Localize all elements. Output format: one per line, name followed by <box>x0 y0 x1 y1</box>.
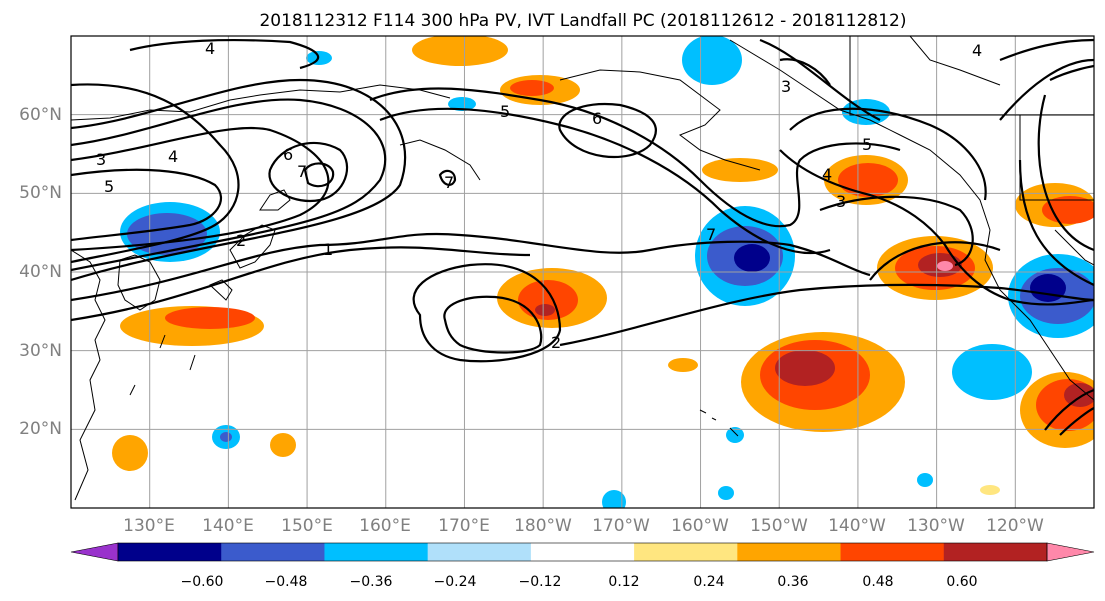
lon-tick-label: 170°E <box>438 516 490 536</box>
lon-axis: 130°E 140°E 150°E 160°E 170°E 180°W 170°… <box>123 516 1044 536</box>
contour-label: 5 <box>104 177 114 196</box>
colorbar-tick-label: 0.48 <box>862 574 893 590</box>
colorbar-segment <box>943 543 1048 561</box>
lon-tick-label: 130°W <box>907 516 965 536</box>
colorbar-tick-label: −0.12 <box>519 574 562 590</box>
lat-axis: 60°N 50°N 40°N 30°N 20°N <box>19 105 62 439</box>
shade-blob-nepac-pos <box>877 236 993 300</box>
lat-tick-label: 40°N <box>19 262 62 282</box>
lon-tick-label: 170°W <box>592 516 650 536</box>
lon-tick-label: 140°E <box>202 516 254 536</box>
lon-tick-label: 130°E <box>123 516 175 536</box>
colorbar-segment <box>530 543 635 561</box>
contour-label: 5 <box>500 102 510 121</box>
shade-blob-japan-south <box>120 306 264 346</box>
lat-tick-label: 60°N <box>19 105 62 125</box>
colorbar-tick-label: 0.36 <box>777 574 808 590</box>
colorbar-segment <box>737 543 842 561</box>
lat-tick-label: 20°N <box>19 419 62 439</box>
contour-label: 1 <box>323 240 333 259</box>
contour-label: 3 <box>96 150 106 169</box>
lon-tick-label: 160°E <box>359 516 411 536</box>
contour-label: 2 <box>236 231 246 250</box>
lon-tick-label: 180°W <box>514 516 572 536</box>
colorbar-labels: −0.60 −0.48 −0.36 −0.24 −0.12 0.12 0.24 … <box>181 574 978 590</box>
colorbar-segment <box>118 543 222 561</box>
coastlines <box>71 36 1094 501</box>
contour-label: 5 <box>862 135 872 154</box>
contour-label: 6 <box>283 145 293 164</box>
colorbar-tick-label: 0.12 <box>608 574 639 590</box>
colorbar-segment <box>427 543 532 561</box>
shade-blob-subtropical-pos <box>741 332 905 432</box>
shade-blob-small-tropics <box>112 51 1000 508</box>
pv-contour-labels: 4 3 5 4 6 7 5 6 7 3 5 4 3 4 2 1 2 7 <box>96 39 982 352</box>
colorbar-segment <box>324 543 429 561</box>
contour-label: 3 <box>781 77 791 96</box>
contour-label: 4 <box>168 147 178 166</box>
contour-label: 4 <box>972 41 982 60</box>
colorbar-tick-label: 0.24 <box>693 574 724 590</box>
shade-blob-aleutian <box>702 155 908 205</box>
colorbar-extend-high <box>1046 542 1095 562</box>
colorbar-frame <box>117 542 1048 562</box>
contour-label: 3 <box>836 192 846 211</box>
colorbar-tick-label: −0.24 <box>434 574 477 590</box>
contour-label: 7 <box>706 225 716 244</box>
colorbar-tick-label: −0.60 <box>181 574 224 590</box>
figure-title: 2018112312 F114 300 hPa PV, IVT Landfall… <box>259 11 906 31</box>
colorbar-extend-low <box>70 542 119 562</box>
contour-label: 6 <box>592 109 602 128</box>
map-frame <box>70 35 1095 509</box>
lon-tick-label: 160°W <box>671 516 729 536</box>
shade-blob-central-pacific-neg <box>695 206 795 306</box>
contour-label: 2 <box>551 333 561 352</box>
lat-tick-label: 30°N <box>19 341 62 361</box>
colorbar-tick-label: 0.60 <box>946 574 977 590</box>
colorbar-tick-label: −0.36 <box>350 574 393 590</box>
lon-tick-label: 120°W <box>986 516 1044 536</box>
lat-tick-label: 50°N <box>19 183 62 203</box>
colorbar-segment <box>221 543 325 561</box>
shade-blob-hawaii-neg <box>952 344 1032 400</box>
colorbar-tick-label: −0.48 <box>265 574 308 590</box>
lon-tick-label: 140°W <box>828 516 886 536</box>
lon-tick-label: 150°W <box>750 516 808 536</box>
contour-label: 7 <box>444 173 454 192</box>
colorbar-segment <box>840 543 945 561</box>
colorbar-segment <box>634 543 738 561</box>
contour-label: 4 <box>822 165 832 184</box>
contour-label: 4 <box>205 39 215 58</box>
contour-label: 7 <box>297 162 307 181</box>
lon-tick-label: 150°E <box>281 516 333 536</box>
gridlines <box>71 36 1094 508</box>
pv-contours <box>71 38 1094 436</box>
colorbar <box>70 542 1095 562</box>
map-panel: 4 3 5 4 6 7 5 6 7 3 5 4 3 4 2 1 2 7 <box>71 36 1094 508</box>
